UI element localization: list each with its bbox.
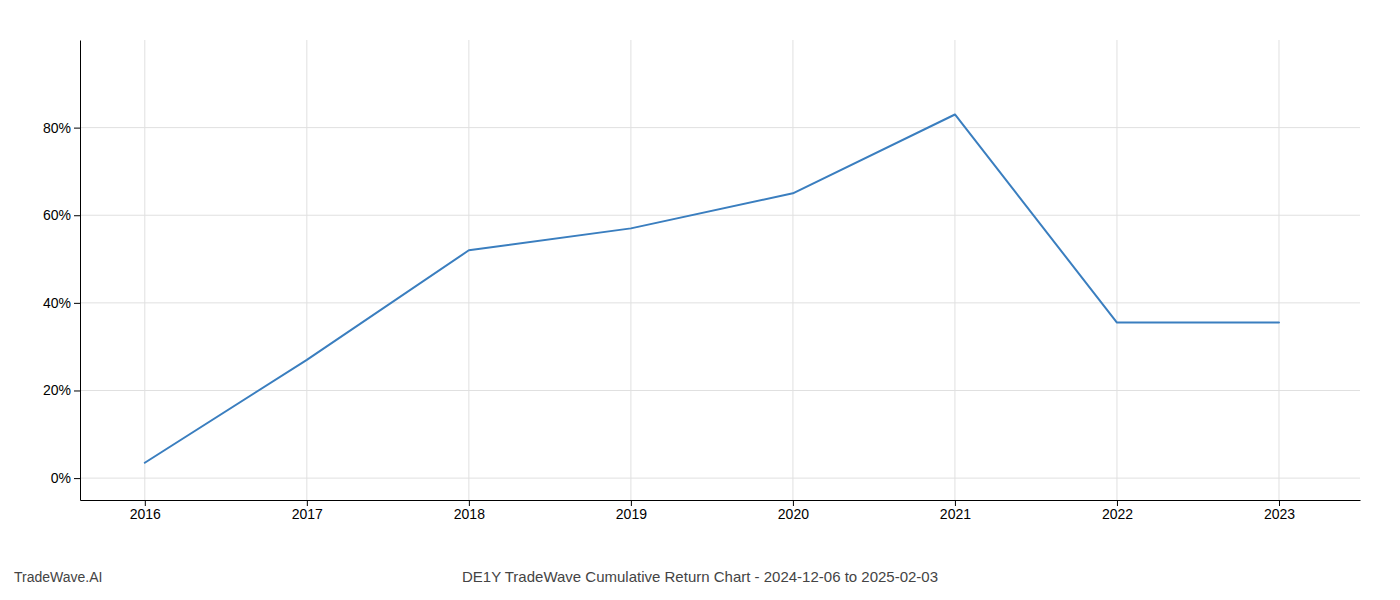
tick-label: 2017 (292, 506, 323, 522)
x-axis: 2016 2017 2018 2019 2020 2021 2022 2023 (81, 500, 1361, 522)
tick-label: 2023 (1264, 506, 1295, 522)
tick-label: 40% (43, 295, 71, 311)
tick-label: 2022 (1102, 506, 1133, 522)
grid-line-y (80, 127, 1360, 128)
tick: 2019 (616, 500, 647, 522)
grid-line-x (1116, 40, 1117, 500)
tick: 2018 (454, 500, 485, 522)
title: DE1Y TradeWave Cumulative Return Chart -… (462, 568, 938, 585)
tick-label: 2021 (940, 506, 971, 522)
tick: 40% (43, 295, 80, 311)
tick-label: 60% (43, 207, 71, 223)
watermark: TradeWave.AI (14, 569, 102, 585)
grid-line-x (144, 40, 145, 500)
tick-label: 80% (43, 120, 71, 136)
tick: 2016 (130, 500, 161, 522)
y-axis: 0% 20% 40% 60% 80% (43, 41, 81, 501)
tick: 0% (51, 470, 80, 486)
tick-mark (74, 128, 80, 129)
tick-mark (74, 478, 80, 479)
grid-line-y (80, 390, 1360, 391)
tick-mark (74, 303, 80, 304)
tick: 2017 (292, 500, 323, 522)
grid (80, 40, 1360, 500)
tick: 2021 (940, 500, 971, 522)
axis-line (80, 41, 81, 501)
tick-label: 2018 (454, 506, 485, 522)
tick: 2020 (778, 500, 809, 522)
tick-label: 0% (51, 470, 71, 486)
grid-line-x (954, 40, 955, 500)
tick: 20% (43, 382, 80, 398)
grid-line-x (792, 40, 793, 500)
tick-mark (74, 215, 80, 216)
line (145, 114, 1279, 462)
tick-label: 2019 (616, 506, 647, 522)
tick: 60% (43, 207, 80, 223)
tick-mark (74, 390, 80, 391)
grid-line-x (1278, 40, 1279, 500)
grid-line-y (80, 302, 1360, 303)
tick: 2023 (1264, 500, 1295, 522)
grid-line-y (80, 215, 1360, 216)
tick-label: 2016 (130, 506, 161, 522)
grid-line-y (80, 478, 1360, 479)
series (145, 114, 1279, 462)
tick: 2022 (1102, 500, 1133, 522)
grid-line-x (468, 40, 469, 500)
tick: 80% (43, 120, 80, 136)
tick-label: 20% (43, 382, 71, 398)
tick-label: 2020 (778, 506, 809, 522)
grid-line-x (306, 40, 307, 500)
chart: 2016 2017 2018 2019 2020 2021 2022 2023 0% 20% 40%… (0, 0, 1400, 600)
grid-line-x (630, 40, 631, 500)
axis-line (81, 500, 1361, 501)
plot-area: 2016 2017 2018 2019 2020 2021 2022 2023 0% 20% 40%… (43, 40, 1361, 522)
